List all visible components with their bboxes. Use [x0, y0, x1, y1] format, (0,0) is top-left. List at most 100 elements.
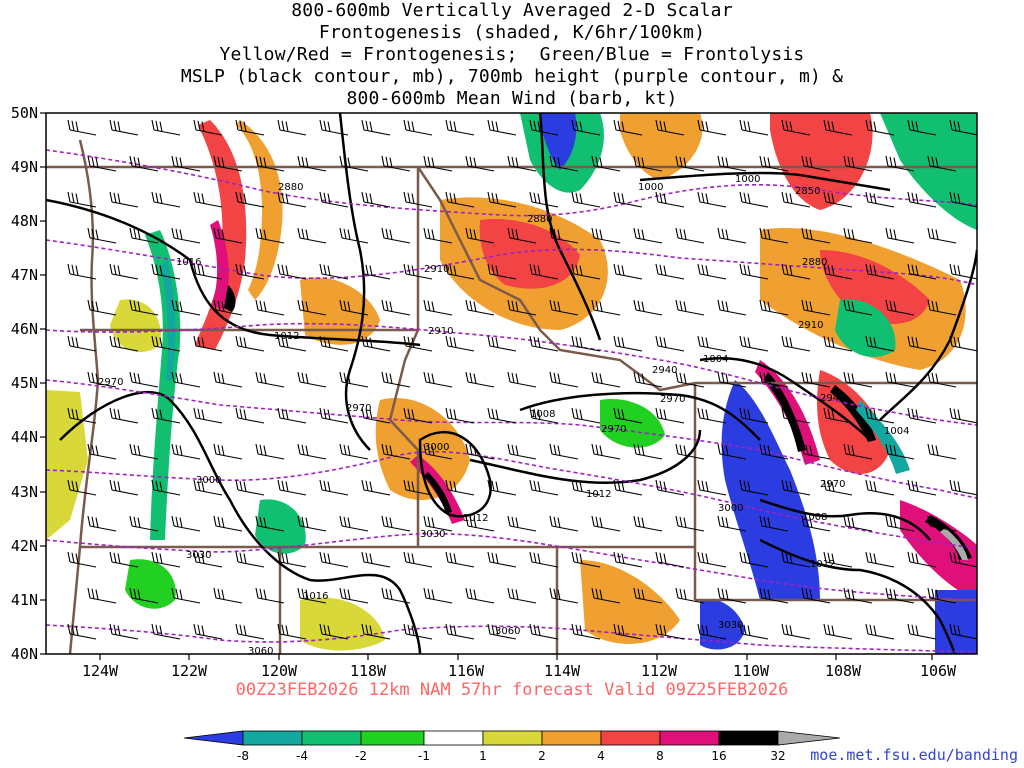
wind-barb — [213, 227, 243, 244]
wind-barb — [843, 299, 873, 316]
wind-barb — [339, 155, 369, 172]
wind-barb — [403, 335, 433, 352]
wind-barb — [529, 119, 559, 136]
wind-barb — [151, 191, 181, 208]
wind-barb — [381, 155, 411, 172]
wind-barb — [885, 227, 915, 244]
height-label: 3060 — [248, 646, 273, 657]
wind-barb — [277, 263, 307, 280]
wind-barb — [633, 443, 663, 460]
wind-barb — [927, 371, 957, 388]
wind-barb — [109, 119, 139, 136]
wind-barb — [151, 623, 181, 640]
wind-barb — [885, 443, 915, 460]
wind-barb — [361, 479, 391, 496]
wind-barb — [445, 623, 475, 640]
wind-barb — [717, 299, 747, 316]
lon-label: 112W — [641, 662, 678, 680]
mslp-1012-east-2 — [759, 538, 957, 654]
wind-barb — [823, 191, 853, 208]
wind-barb — [927, 299, 957, 316]
wind-barb — [739, 407, 769, 424]
wind-barb — [213, 155, 243, 172]
wind-barb — [823, 119, 853, 136]
wind-barb — [885, 515, 915, 532]
mslp-1008 — [519, 391, 761, 441]
wind-barb — [529, 623, 559, 640]
height-label: 2970 — [98, 377, 123, 388]
wind-barb — [843, 227, 873, 244]
wind-barb — [129, 371, 159, 388]
wind-barb — [571, 623, 601, 640]
wind-barb — [759, 299, 789, 316]
lon-label: 110W — [733, 662, 770, 680]
lat-label: 47N — [11, 266, 38, 284]
wind-barb — [613, 623, 643, 640]
height-2970 — [46, 379, 977, 499]
height-label: 2850 — [795, 186, 820, 197]
wind-barb — [927, 443, 957, 460]
wind-barb — [403, 407, 433, 424]
wind-barb — [87, 155, 117, 172]
wind-barb — [927, 587, 957, 604]
wind-barb — [865, 335, 895, 352]
height-2940 — [46, 322, 977, 426]
wind-barb — [675, 371, 705, 388]
wind-barb — [445, 335, 475, 352]
wind-barb — [235, 335, 265, 352]
wind-barb — [361, 263, 391, 280]
wind-barb — [487, 119, 517, 136]
wind-barb — [885, 155, 915, 172]
shade-cascade-band-teal — [160, 260, 176, 380]
wind-barb — [151, 551, 181, 568]
wind-barb — [781, 119, 811, 136]
colorbar-label: 4 — [597, 749, 605, 763]
wind-barb — [445, 263, 475, 280]
wind-barb — [67, 479, 97, 496]
colorbar-label: 2 — [538, 749, 546, 763]
wind-barb — [339, 371, 369, 388]
wind-barb — [381, 443, 411, 460]
wind-barb — [591, 515, 621, 532]
wind-barb — [549, 515, 579, 532]
wind-barb — [297, 443, 327, 460]
wind-barb — [487, 623, 517, 640]
wind-barb — [655, 407, 685, 424]
wind-barb — [759, 371, 789, 388]
wind-barb — [591, 587, 621, 604]
wind-barb — [319, 191, 349, 208]
height-label: 3030 — [186, 550, 211, 561]
lon-label: 118W — [350, 662, 387, 680]
wind-barb — [717, 227, 747, 244]
wind-barb — [655, 191, 685, 208]
wind-barb — [67, 623, 97, 640]
height-label: 3030 — [420, 529, 445, 540]
wind-barb — [403, 623, 433, 640]
shade-wy-blue — [721, 380, 820, 600]
wind-barb — [361, 551, 391, 568]
lat-label: 40N — [11, 645, 38, 663]
wind-barb — [781, 191, 811, 208]
wind-barb — [151, 407, 181, 424]
wind-barb — [171, 443, 201, 460]
title-line-2: Frontogenesis (shaded, K/6hr/100km) — [318, 22, 706, 43]
wind-barb — [529, 551, 559, 568]
wind-barb — [949, 407, 977, 424]
wind-barb — [507, 371, 537, 388]
wind-barb — [633, 227, 663, 244]
wind-barb — [235, 263, 265, 280]
lat-label: 49N — [11, 158, 38, 176]
wind-barb — [613, 119, 643, 136]
wind-barb — [67, 407, 97, 424]
wind-barb — [193, 623, 223, 640]
wind-barb — [235, 119, 265, 136]
shade-se-blue — [935, 590, 977, 654]
colorbar-swatch — [423, 730, 484, 746]
title-line-1: 800-600mb Vertically Averaged 2-D Scalar — [291, 0, 733, 21]
wind-barb — [781, 551, 811, 568]
wind-barb — [571, 407, 601, 424]
height-3000 — [46, 450, 977, 549]
wind-barb — [297, 587, 327, 604]
wind-barb — [717, 515, 747, 532]
wind-barb — [507, 299, 537, 316]
